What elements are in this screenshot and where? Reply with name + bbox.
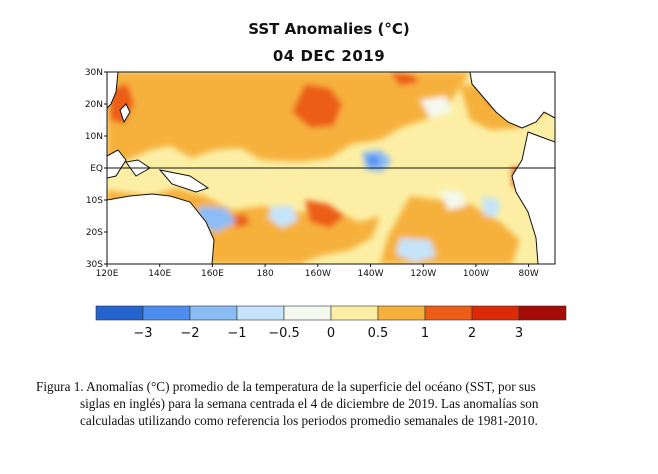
lon-tick-label: 160E <box>201 269 224 279</box>
colorbar-label: 2 <box>468 326 476 341</box>
lat-tick-label: 10N <box>85 132 103 142</box>
lon-tick-label: 160W <box>305 269 331 279</box>
colorbar-label: −2 <box>180 326 199 341</box>
lon-tick-label: 180 <box>257 269 274 279</box>
lon-tick-label: 140W <box>357 269 383 279</box>
caption-line-3: calculadas utilizando como referencia lo… <box>80 413 538 428</box>
caption-line-2: siglas en inglés) para la semana centrad… <box>80 396 539 411</box>
colorbar-label: 0 <box>327 326 335 341</box>
figure-caption: Figura 1. Anomalías (°C) promedio de la … <box>36 378 636 429</box>
colorbar-label: −3 <box>133 326 152 341</box>
latitude-axis: 30N 20N 10N EQ 10S 20S 30S <box>85 68 107 270</box>
lon-tick-label: 120E <box>96 269 119 279</box>
lat-tick-label: EQ <box>90 164 103 174</box>
lon-tick-label: 80W <box>518 269 538 279</box>
colorbar-swatch <box>424 305 473 321</box>
colorbar-label: 1 <box>421 326 429 341</box>
map-date: 04 DEC 2019 <box>272 47 386 65</box>
colorbar-swatch <box>95 305 144 321</box>
lat-tick-label: 30S <box>86 260 103 270</box>
colorbar-label: 3 <box>515 326 523 341</box>
lon-tick-label: 120W <box>410 269 436 279</box>
colorbar-swatch <box>330 305 379 321</box>
colorbar-label: −0.5 <box>268 326 300 341</box>
lat-tick-label: 30N <box>85 68 103 78</box>
caption-line-1: Figura 1. Anomalías (°C) promedio de la … <box>36 379 536 394</box>
colorbar-swatch <box>189 305 238 321</box>
lat-tick-label: 10S <box>86 196 103 206</box>
longitude-axis: 120E 140E 160E 180 160W 140W 120W 100W 80W <box>96 264 539 279</box>
colorbar-swatch <box>283 305 332 321</box>
colorbar-swatch <box>518 305 567 321</box>
lat-tick-label: 20S <box>86 228 103 238</box>
colorbar-swatch <box>142 305 191 321</box>
colorbar: −3 −2 −1 −0.5 0 0.5 1 2 3 <box>95 305 567 341</box>
lat-tick-label: 20N <box>85 100 103 110</box>
colorbar-swatch <box>377 305 426 321</box>
lon-tick-label: 100W <box>463 269 489 279</box>
map-title: SST Anomalies (°C) <box>248 20 410 38</box>
colorbar-label: −1 <box>227 326 246 341</box>
colorbar-swatch <box>471 305 520 321</box>
colorbar-swatch <box>236 305 285 321</box>
land-masses <box>107 72 555 264</box>
lon-tick-label: 140E <box>148 269 171 279</box>
map-area <box>107 72 555 264</box>
colorbar-label: 0.5 <box>368 326 389 341</box>
